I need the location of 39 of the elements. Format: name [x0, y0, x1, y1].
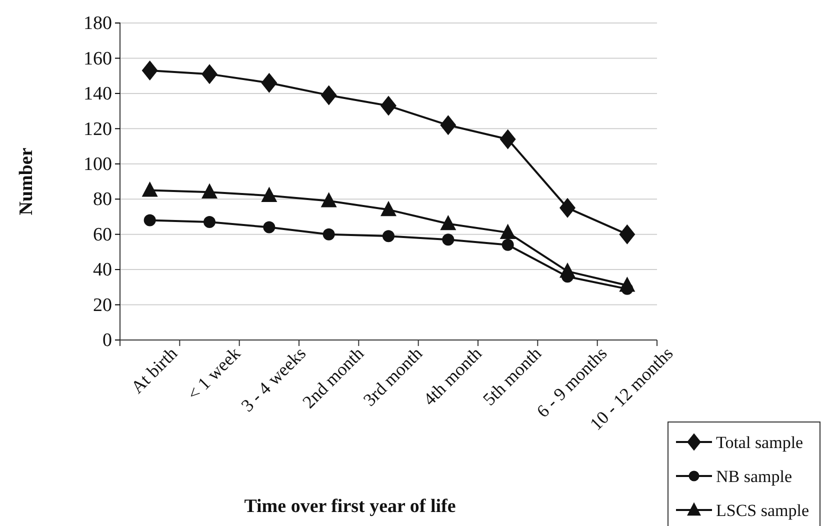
point	[382, 230, 394, 242]
x-tick-label: At birth	[127, 343, 182, 398]
y-tick-label: 120	[84, 118, 112, 140]
point	[202, 64, 218, 84]
point	[142, 182, 158, 197]
legend-label: Total sample	[716, 432, 804, 452]
point	[380, 200, 396, 216]
point	[261, 186, 278, 202]
point	[560, 198, 576, 218]
legend-label: NB sample	[716, 466, 792, 486]
y-tick-label: 80	[93, 189, 112, 210]
legend-label: LSCS sample	[716, 500, 810, 520]
point	[442, 234, 454, 246]
point	[320, 85, 337, 106]
y-tick-label: 140	[84, 84, 112, 105]
point	[500, 224, 516, 239]
y-tick-label: 0	[102, 330, 112, 352]
y-tick-label: 60	[93, 224, 112, 246]
point	[263, 221, 276, 234]
y-tick-label: 160	[84, 48, 112, 70]
point	[144, 214, 156, 226]
point	[380, 96, 396, 116]
point	[500, 129, 516, 150]
y-tick-label: 40	[93, 260, 112, 281]
y-axis-title: Number	[16, 147, 37, 216]
point	[440, 115, 456, 136]
y-tick-label: 180	[84, 13, 112, 34]
point	[619, 224, 636, 244]
x-axis-title: Time over first year of life	[244, 496, 456, 517]
point	[502, 238, 514, 251]
y-tick-label: 100	[84, 154, 112, 175]
point	[142, 60, 158, 81]
point	[202, 183, 218, 198]
point	[204, 216, 216, 228]
point	[322, 228, 335, 240]
point	[261, 72, 278, 93]
y-tick-label: 20	[93, 294, 112, 316]
point	[440, 214, 456, 230]
point	[320, 192, 337, 208]
